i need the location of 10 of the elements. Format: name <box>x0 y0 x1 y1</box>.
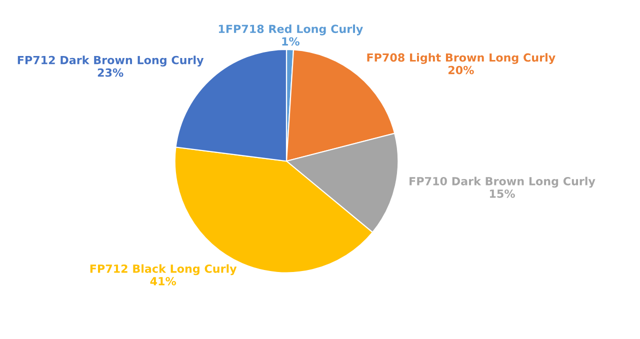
slice-label: FP708 Light Brown Long Curly <box>367 53 556 64</box>
data-label: 1% <box>282 37 300 46</box>
data-label: 41% <box>150 276 176 286</box>
data-label: 23% <box>98 68 124 77</box>
data-label: 20% <box>448 66 474 74</box>
data-label: 15% <box>490 189 515 198</box>
slice-label: FP712 Dark Brown Long Curly <box>18 56 204 67</box>
slice-label: 1FP718 Red Long Curly <box>218 24 363 36</box>
slice-label: FP712 Black Long Curly <box>90 264 237 276</box>
slice-label: FP710 Dark Brown Long Curly <box>410 176 596 188</box>
